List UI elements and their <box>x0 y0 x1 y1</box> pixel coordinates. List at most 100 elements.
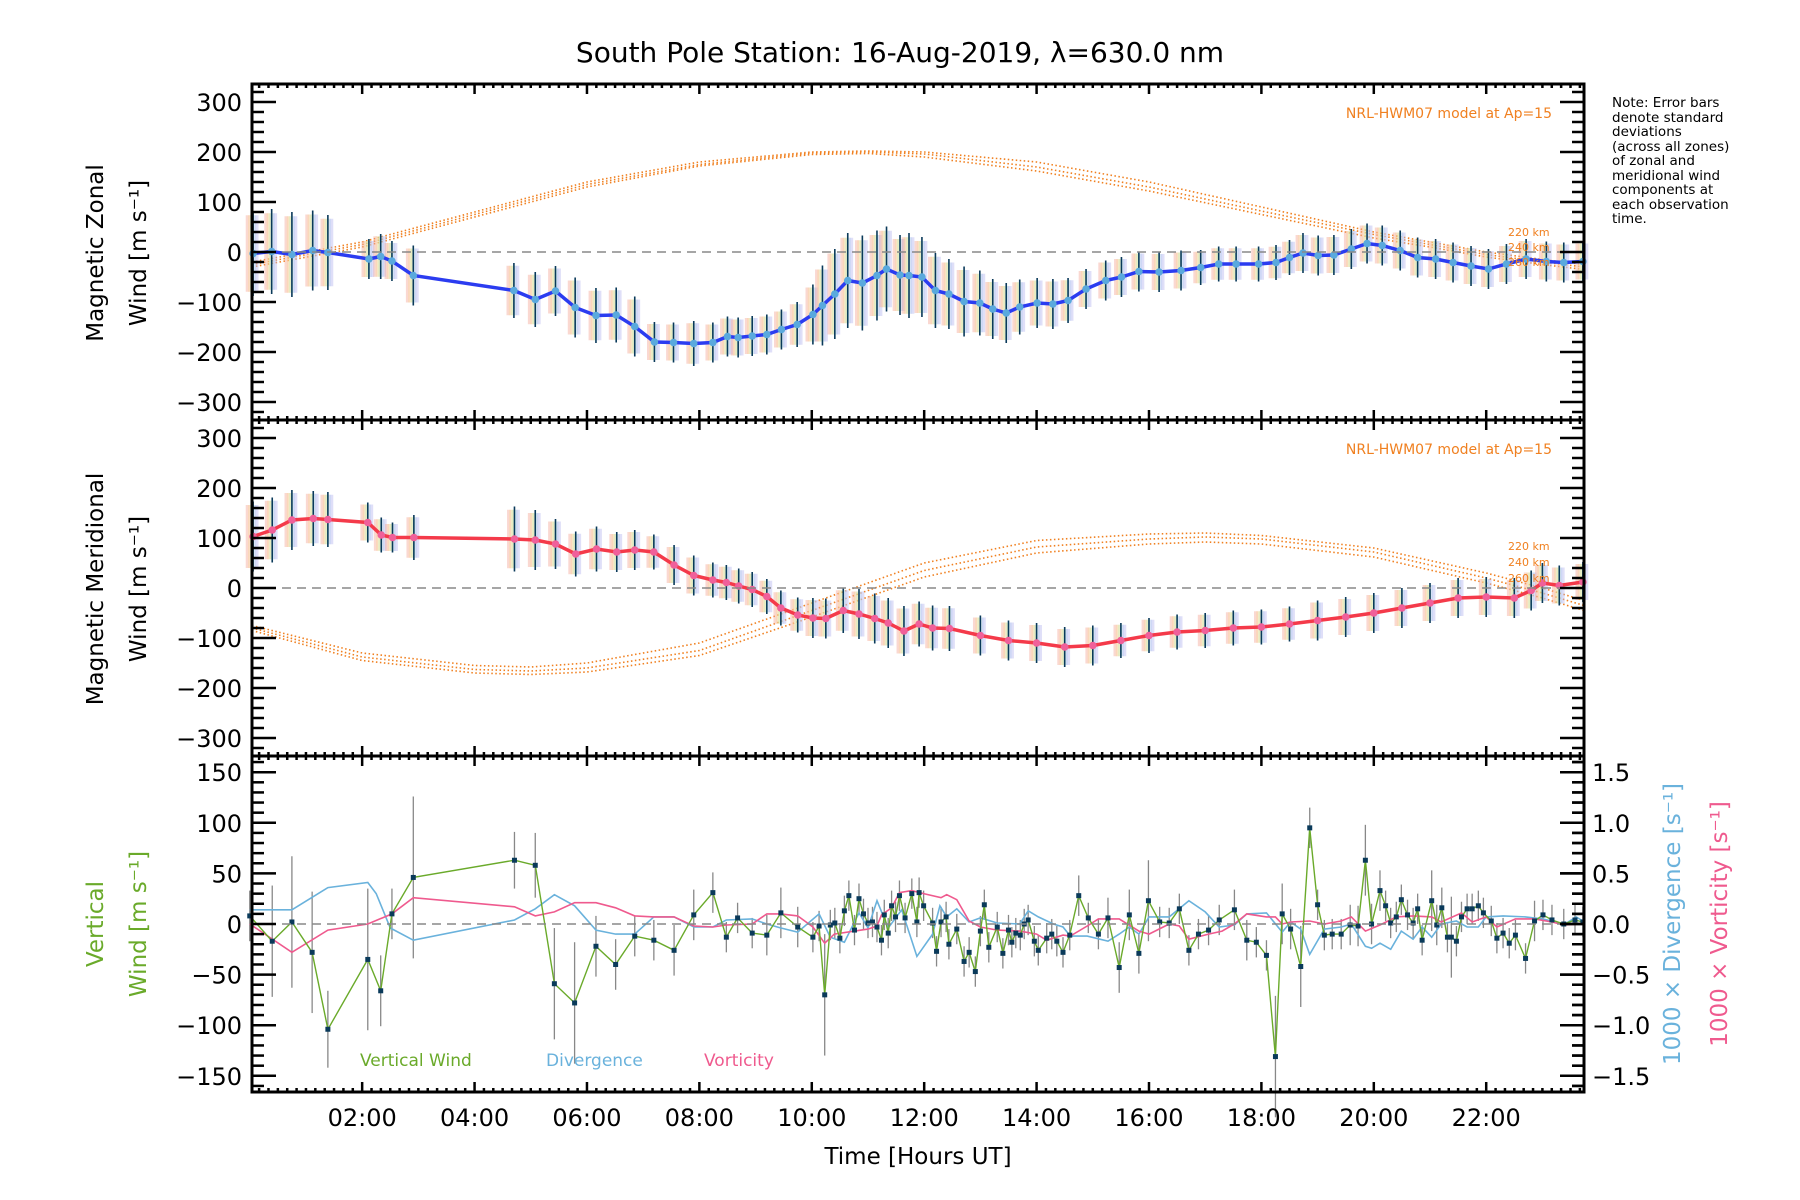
x-tick-label: 02:00 <box>328 1104 397 1132</box>
vorticity-line <box>249 889 1583 954</box>
vertical-wind-point <box>1244 937 1250 943</box>
vertical-wind-point <box>1231 907 1237 913</box>
data-point <box>1538 579 1547 587</box>
vertical-wind-point <box>764 932 770 938</box>
vertical-wind-point <box>1272 1054 1278 1060</box>
zone-spread <box>627 299 632 354</box>
data-point <box>571 550 580 558</box>
y2-tick-label: 0.0 <box>1592 911 1630 939</box>
data-point <box>1502 260 1511 268</box>
meridional-axes: 300 200 100 0 −100 −200 −300 <box>176 418 1586 758</box>
y-tick-label: 200 <box>196 475 242 503</box>
meridional-ylabel-line2: Wind [m s⁻¹] <box>126 516 152 662</box>
data-point <box>1330 251 1338 259</box>
vertical-wind-point <box>410 874 416 880</box>
model-curve-260-km <box>251 541 1585 676</box>
meridional-model-curves <box>251 532 1585 676</box>
zone-spread <box>805 287 810 342</box>
vertical-wind-point <box>874 924 880 930</box>
x-tick-label: 14:00 <box>1002 1104 1071 1132</box>
vertical-wind-point <box>1005 927 1011 933</box>
zonal-model-alt-240: 240 km <box>1508 241 1550 254</box>
data-point <box>510 535 519 543</box>
vertical-wind-point <box>710 890 716 896</box>
data-point <box>510 286 518 295</box>
vertical-wind-point <box>1049 931 1055 937</box>
data-point <box>763 330 771 339</box>
zone-spread <box>588 290 593 341</box>
divergence-ylabel: 1000 × Divergence [s⁻¹] <box>1660 783 1686 1065</box>
zone-spread <box>686 557 691 594</box>
vertical-wind-point <box>837 935 843 941</box>
vertical-wind-point <box>1009 939 1015 945</box>
data-point <box>1559 258 1568 267</box>
y-tick-label: 50 <box>211 860 242 888</box>
zone-spread <box>815 269 820 342</box>
data-point <box>1032 639 1041 647</box>
data-point <box>612 548 621 556</box>
vertical-wind-point <box>1393 914 1399 920</box>
vertical-wind-line <box>249 827 1584 1057</box>
y-tick-label: 100 <box>196 189 242 217</box>
vertical-wind-point <box>902 915 908 921</box>
meridional-model-alt-240: 240 km <box>1508 556 1550 569</box>
vertical-wind-point <box>860 911 866 917</box>
data-point <box>1449 258 1457 267</box>
vertical-wind-point <box>1176 906 1182 912</box>
zonal-model-curves <box>251 150 1585 271</box>
y-tick-label: −300 <box>176 389 242 417</box>
data-point <box>1177 266 1185 275</box>
data-point <box>1398 604 1406 612</box>
vertical-wind-point <box>671 947 677 953</box>
vertical-wind-point <box>1572 917 1578 923</box>
vertical-wind-point <box>1444 934 1450 940</box>
vertical-wind-point <box>651 937 657 943</box>
x-tick-label: 04:00 <box>440 1104 509 1132</box>
data-point <box>1313 616 1322 625</box>
data-point <box>1314 251 1322 260</box>
data-point <box>551 540 560 548</box>
data-point <box>855 610 863 618</box>
model-curve-240-km <box>251 536 1585 672</box>
zone-spread <box>1523 572 1528 609</box>
meridional-model-label: NRL-HWM07 model at Ap=15 <box>1346 442 1552 458</box>
vertical-wind-point <box>916 890 922 896</box>
vertical-wind-point <box>1540 912 1546 918</box>
data-point <box>915 620 923 628</box>
vertical-wind-point <box>972 969 978 975</box>
vertical-wind-point <box>365 956 371 962</box>
vertical-wind-point <box>1206 927 1212 933</box>
vertical-wind-point <box>1279 911 1285 917</box>
data-point <box>689 339 698 348</box>
y2-tick-label: 1.0 <box>1592 810 1630 838</box>
vertical-wind-point <box>986 944 992 950</box>
vertical-wind-point <box>914 919 920 925</box>
vertical-wind-point <box>1307 825 1313 831</box>
y-tick-label: −200 <box>176 675 242 703</box>
vertical-wind-point <box>1031 938 1037 944</box>
data-point <box>551 287 560 295</box>
zone-spread <box>956 270 961 333</box>
data-point <box>1002 309 1011 317</box>
data-point <box>976 299 984 307</box>
zone-spread <box>869 235 874 316</box>
data-point <box>1341 613 1350 621</box>
vertical-wind-point <box>532 862 538 868</box>
data-point <box>1510 594 1519 602</box>
data-point <box>689 571 698 580</box>
data-point <box>1064 296 1072 305</box>
data-point <box>1117 273 1126 281</box>
vertical-wind-point <box>1166 920 1172 926</box>
zone-spread <box>790 599 795 631</box>
vertical-wind-point <box>977 928 983 934</box>
zonal-ylabel-line2: Wind [m s⁻¹] <box>126 180 152 326</box>
vertical-wind-point <box>1298 964 1304 970</box>
x-tick-label: 08:00 <box>665 1104 734 1132</box>
vertical-wind-point <box>1439 905 1445 911</box>
vertical-wind-point <box>1085 915 1091 921</box>
data-point <box>831 290 839 298</box>
data-point <box>308 246 317 255</box>
vertical-wind-point <box>816 923 822 929</box>
x-tick-label: 12:00 <box>890 1104 959 1132</box>
data-point <box>376 252 385 261</box>
